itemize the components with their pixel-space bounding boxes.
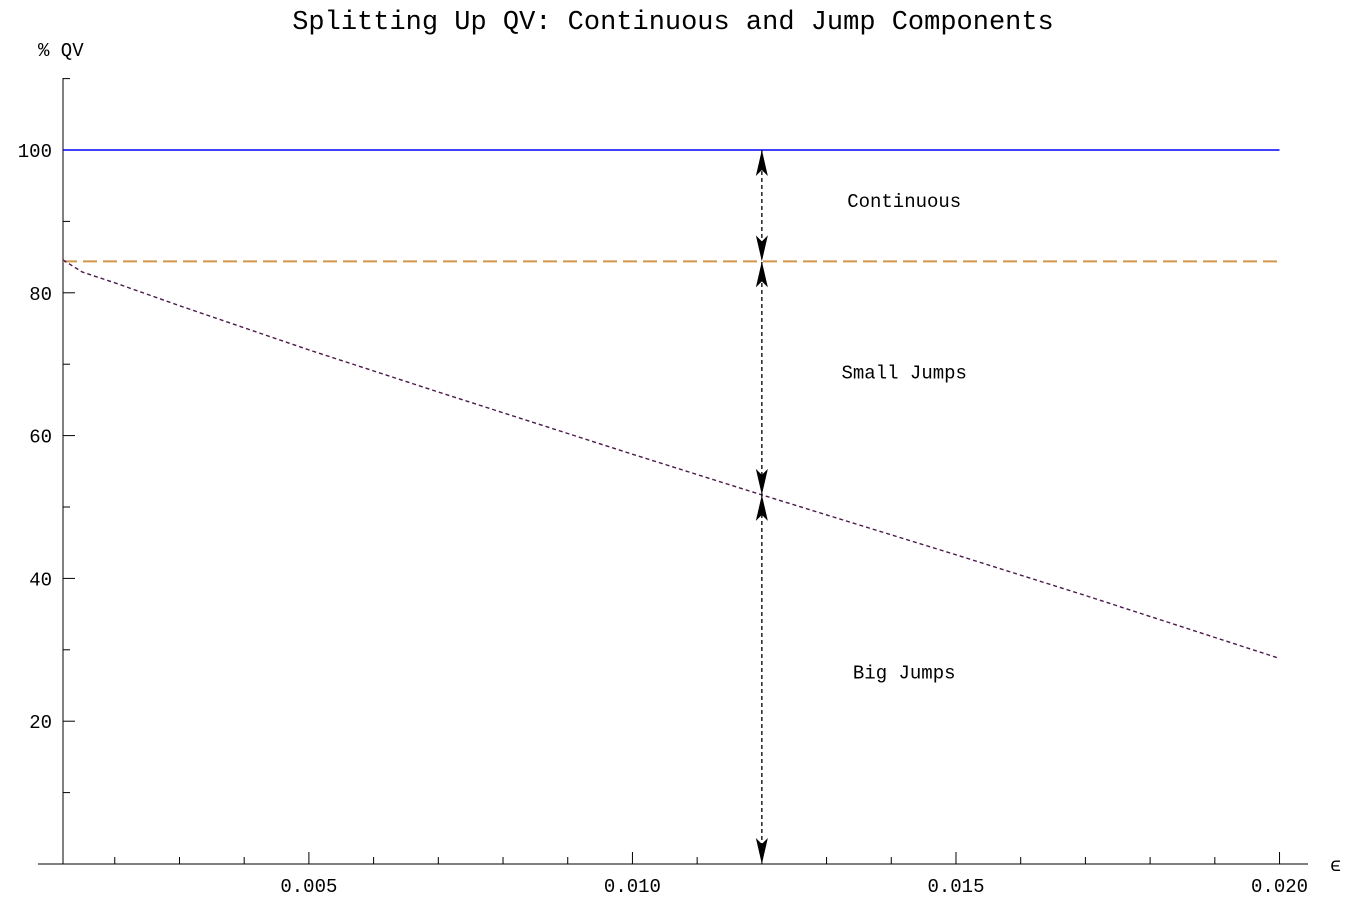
y-tick-label: 80 [29,284,52,306]
x-tick-label: 0.005 [280,876,337,898]
arrow-down-icon [756,235,768,261]
x-tick-label: 0.020 [1251,876,1308,898]
y-tick-label: 60 [29,427,52,449]
y-axis-label: % QV [38,40,84,62]
x-tick-label: 0.015 [927,876,984,898]
region-label: Continuous [847,191,961,213]
x-tick-label: 0.010 [604,876,661,898]
measurement-arrows [756,150,768,864]
big-jumps-curve [63,260,1280,658]
region-label: Big Jumps [853,662,956,684]
axes: 0.005 0.010 0.015 0.020 20 40 60 80 100 [18,78,1308,898]
annotations: Continuous Small Jumps Big Jumps [842,191,967,684]
x-axis-label: ϵ [1330,855,1341,877]
chart-title: Splitting Up QV: Continuous and Jump Com… [292,8,1054,38]
series-layer [63,150,1280,658]
arrow-down-icon [756,838,768,864]
y-tick-label: 100 [18,141,52,163]
region-label: Small Jumps [842,362,967,384]
y-tick-label: 20 [29,712,52,734]
y-tick-label: 40 [29,569,52,591]
